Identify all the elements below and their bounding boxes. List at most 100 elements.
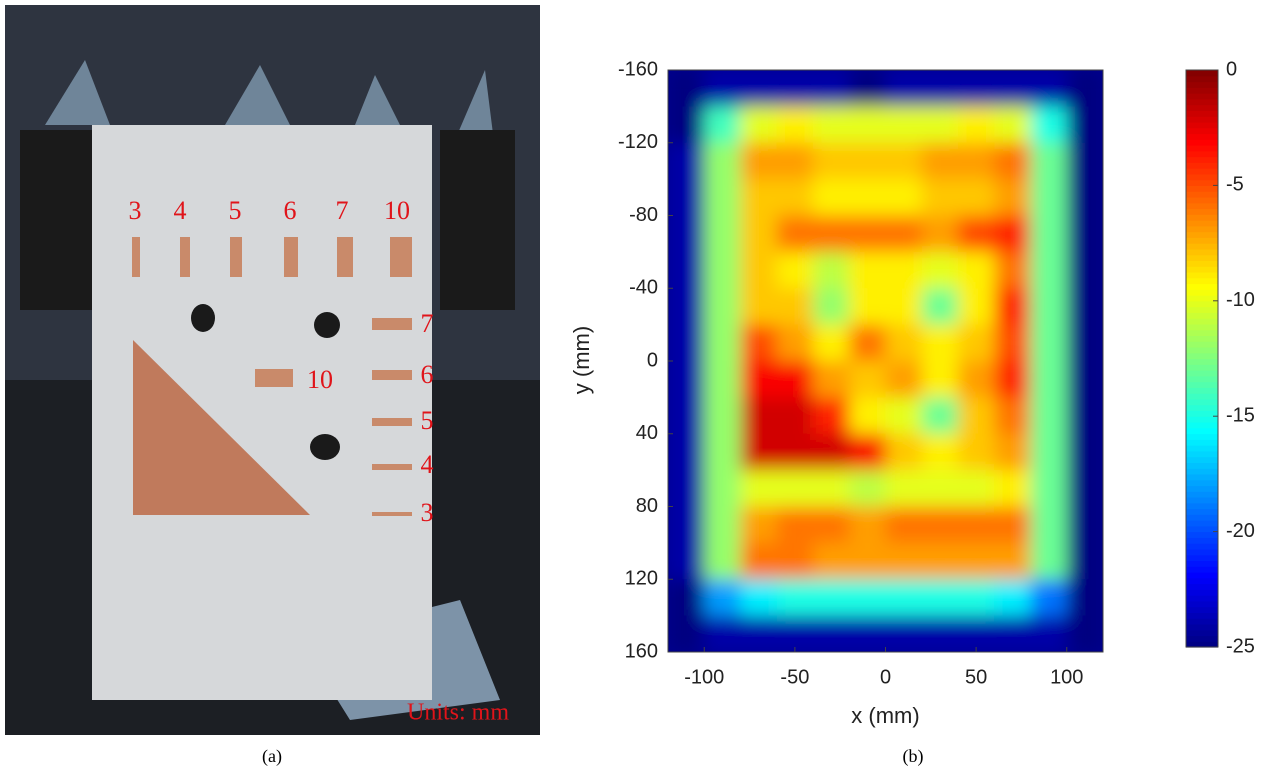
colorbar-swatch — [1186, 196, 1218, 204]
colorbar-swatch — [1186, 560, 1218, 567]
heat-cell — [1066, 433, 1103, 471]
colorbar-swatch — [1186, 508, 1218, 515]
x-tick-label: -100 — [684, 666, 724, 688]
heat-cell — [813, 215, 850, 253]
colorbar-swatch — [1186, 462, 1218, 469]
heat-cell — [668, 506, 705, 544]
heat-cell — [704, 470, 741, 507]
heat-cell — [921, 251, 959, 289]
colorbar-swatch — [1186, 479, 1218, 487]
photo-label: 10 — [384, 196, 410, 225]
heat-cell — [776, 542, 814, 580]
colorbar-swatch — [1186, 445, 1218, 452]
colorbar-swatch — [1186, 450, 1218, 458]
colorbar-swatch — [1186, 329, 1218, 337]
colorbar-swatch — [1186, 531, 1218, 538]
heat-cell — [849, 106, 886, 144]
heat-cell — [921, 288, 959, 326]
colorbar-swatch — [1186, 231, 1218, 238]
y-axis-label: y (mm) — [569, 326, 594, 394]
y-tick-label: 0 — [647, 349, 658, 371]
heat-cell — [813, 397, 850, 435]
heat-cell — [740, 288, 778, 326]
heat-cell — [668, 579, 705, 617]
colorbar-swatch — [1186, 179, 1218, 186]
colorbar-swatch — [1186, 427, 1218, 435]
heat-cell — [849, 288, 886, 326]
heat-cell — [1030, 251, 1068, 289]
heat-cell — [958, 215, 995, 253]
heat-cell — [1066, 470, 1103, 507]
heat-cell — [668, 470, 705, 507]
colorbar-swatch — [1186, 248, 1218, 256]
x-axis-label: x (mm) — [851, 703, 919, 728]
heat-cell — [849, 542, 886, 580]
heat-cell — [994, 433, 1031, 471]
heat-cell — [668, 433, 705, 471]
photo — [5, 5, 540, 735]
colorbar-tick-label: -20 — [1226, 520, 1255, 542]
colorbar-swatch — [1186, 473, 1218, 481]
colorbar-swatch — [1186, 496, 1218, 504]
heat-cell — [885, 288, 923, 326]
colorbar-swatch — [1186, 566, 1218, 573]
heat-cell — [1030, 579, 1068, 617]
heat-cell — [740, 615, 778, 652]
heat-cell — [740, 470, 778, 507]
heat-cell — [1066, 361, 1103, 398]
colorbar-swatch — [1186, 318, 1218, 325]
heat-cell — [958, 251, 995, 289]
caption: (b) — [903, 746, 924, 767]
heat-cell — [885, 142, 923, 180]
heat-cell — [885, 542, 923, 580]
colorbar-swatch — [1186, 150, 1218, 158]
heat-cell — [1030, 397, 1068, 435]
colorbar-swatch — [1186, 243, 1218, 250]
x-tick-label: -50 — [780, 666, 809, 688]
heat-cell — [813, 106, 850, 144]
heat-cell — [776, 615, 814, 652]
heat-cell — [885, 106, 923, 144]
colorbar-swatch — [1186, 606, 1218, 613]
heat-cell — [740, 361, 778, 398]
heat-cell — [1030, 506, 1068, 544]
colorbar-swatch — [1186, 214, 1218, 221]
colorbar-swatch — [1186, 548, 1218, 556]
colorbar-swatch — [1186, 93, 1218, 100]
colorbar-swatch — [1186, 81, 1218, 88]
heat-cell — [1030, 615, 1068, 652]
colorbar-tick-label: -5 — [1226, 174, 1244, 196]
heat-cell — [921, 506, 959, 544]
colorbar-swatch — [1186, 254, 1218, 262]
colorbar-swatch — [1186, 70, 1218, 77]
heat-cell — [958, 506, 995, 544]
colorbar-swatch — [1186, 629, 1218, 637]
heat-cell — [704, 106, 741, 144]
colorbar-swatch — [1186, 133, 1218, 140]
colorbar-swatch — [1186, 75, 1218, 83]
heat-cell — [1066, 615, 1103, 652]
heat-cell — [958, 70, 995, 107]
heat-cell — [1030, 433, 1068, 471]
colorbar-swatch — [1186, 525, 1218, 533]
colorbar-swatch — [1186, 595, 1218, 602]
colorbar-swatch — [1186, 456, 1218, 463]
heat-cell — [885, 579, 923, 617]
heat-cell — [740, 579, 778, 617]
heat-cell — [1030, 324, 1068, 362]
colorbar-swatch — [1186, 520, 1218, 527]
heatmap — [668, 70, 1103, 652]
colorbar-swatch — [1186, 381, 1218, 388]
heat-cell — [1030, 179, 1068, 216]
heat-cell — [668, 542, 705, 580]
heat-cell — [776, 324, 814, 362]
colorbar-swatch — [1186, 433, 1218, 440]
heat-cell — [776, 579, 814, 617]
colorbar-swatch — [1186, 116, 1218, 123]
heat-cell — [1030, 470, 1068, 507]
heat-cell — [885, 615, 923, 652]
heat-cell — [885, 470, 923, 507]
colorbar-swatch — [1186, 612, 1218, 619]
heat-cell — [921, 542, 959, 580]
heat-cell — [921, 579, 959, 617]
